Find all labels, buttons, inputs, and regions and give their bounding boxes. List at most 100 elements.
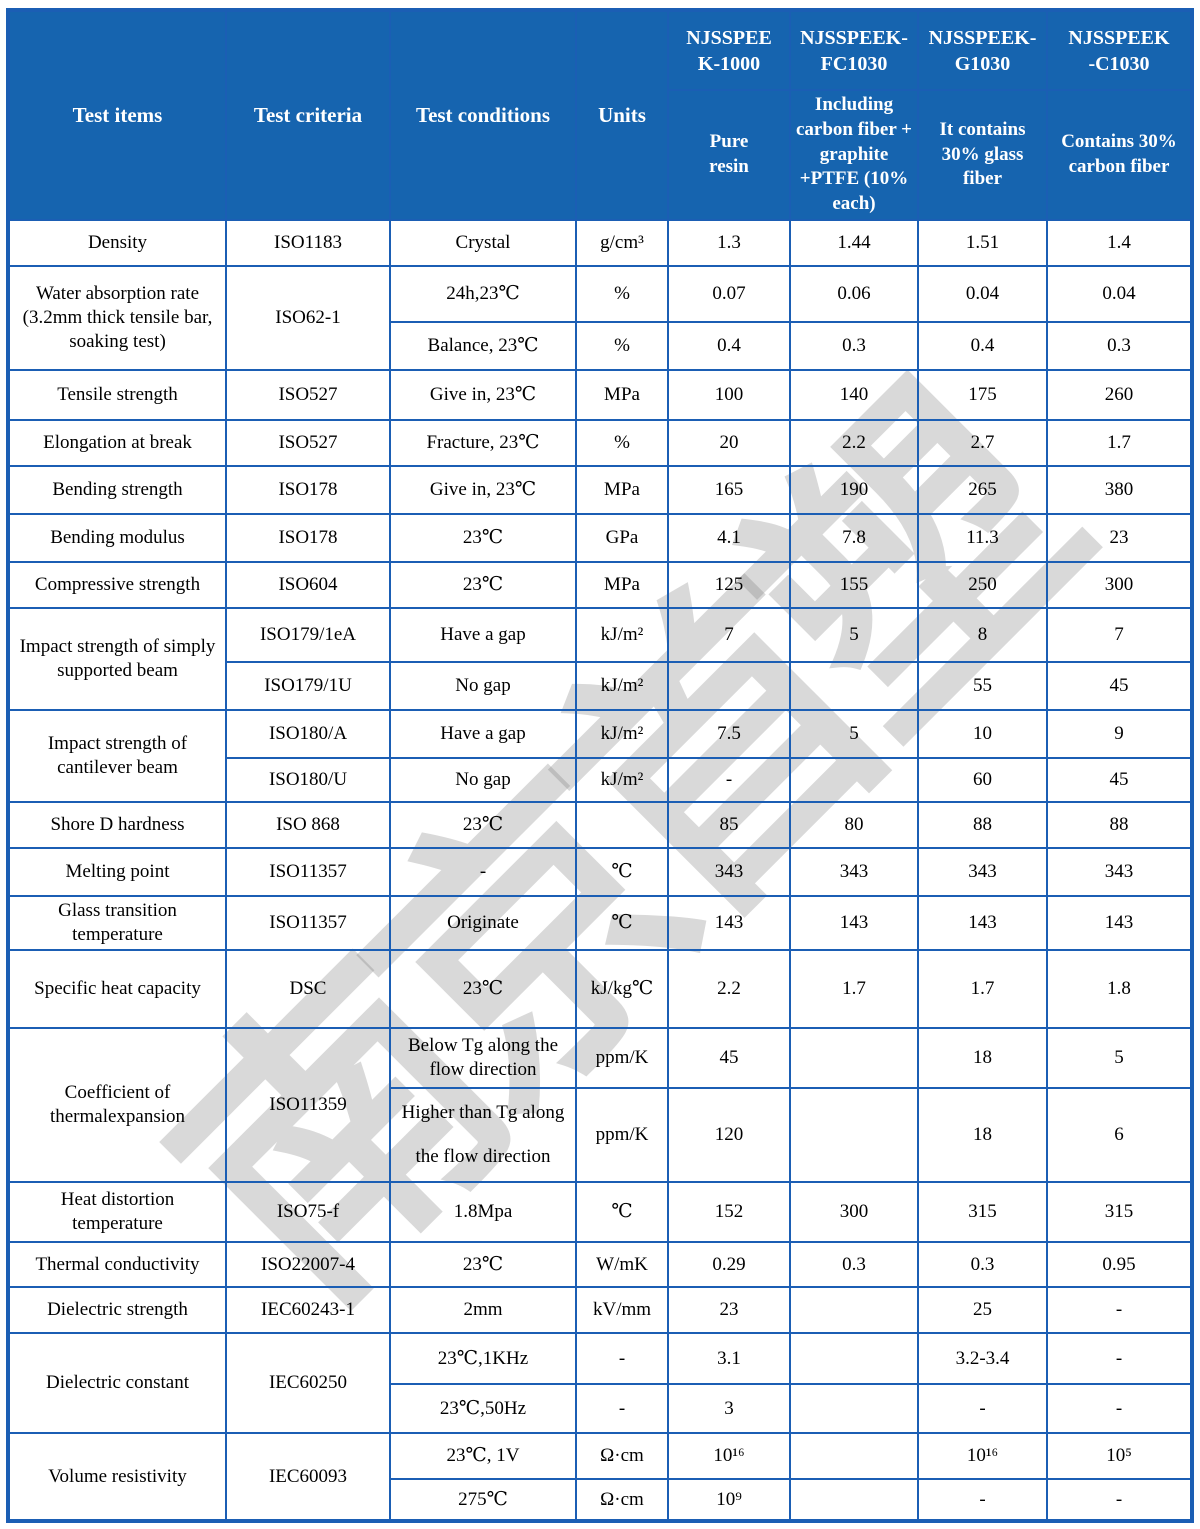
cell-value: 0.4 — [667, 321, 791, 371]
cell-unit: g/cm³ — [575, 219, 669, 267]
cell-value: 343 — [917, 847, 1048, 897]
cell-item: Dielectric constant — [7, 1332, 227, 1434]
cell-value: 125 — [667, 561, 791, 609]
cell-value: 45 — [667, 1027, 791, 1089]
cell-value: 0.3 — [1046, 321, 1193, 371]
cell-value: 140 — [789, 369, 919, 421]
cell-criteria: ISO178 — [225, 465, 391, 515]
cell-unit: kJ/m² — [575, 607, 669, 663]
row-thermal-conductivity: Thermal conductivity ISO22007-4 23℃ W/mK… — [7, 1241, 1193, 1288]
cell-condition: Give in, 23℃ — [389, 465, 577, 515]
product-name-g1030: NJSSPEEK- G1030 — [917, 9, 1048, 91]
cell-item: Impact strength of cantilever beam — [7, 709, 227, 803]
cell-value: 2.2 — [667, 949, 791, 1029]
row-water-absorption-balance: Balance, 23℃ % 0.4 0.3 0.4 0.3 — [8, 321, 1193, 371]
cell-criteria: ISO527 — [225, 419, 391, 467]
cell-criteria: IEC60250 — [225, 1332, 391, 1434]
cell-value — [789, 1432, 919, 1480]
cell-item: Bending strength — [7, 465, 227, 515]
cell-criteria: ISO527 — [225, 369, 391, 421]
cell-value: 3 — [667, 1383, 791, 1434]
cell-unit: GPa — [575, 513, 669, 563]
cell-item: Density — [7, 219, 227, 267]
cell-value — [789, 661, 919, 711]
header-row-descriptions: Pure resin Including carbon fiber + grap… — [8, 89, 1193, 221]
row-volume-resistivity-23c: Volume resistivity IEC60093 23℃, 1V Ω·cm… — [7, 1432, 1193, 1522]
cell-value: 0.4 — [917, 321, 1048, 371]
cell-value: 152 — [667, 1181, 791, 1243]
cell-value: 60 — [917, 757, 1048, 803]
cell-unit: - — [575, 1332, 669, 1385]
cell-value: 143 — [917, 895, 1048, 951]
col-header-units: Units — [575, 9, 669, 221]
cell-value: - — [917, 1383, 1048, 1434]
cell-value: 143 — [789, 895, 919, 951]
row-bending-strength: Bending strength ISO178 Give in, 23℃ MPa… — [7, 465, 1193, 515]
cell-value: 260 — [1046, 369, 1193, 421]
row-dielectric-constant-50hz: 23℃,50Hz - 3 - - — [8, 1383, 1193, 1434]
cell-unit: W/mK — [575, 1241, 669, 1288]
cell-value: 1.7 — [1046, 419, 1193, 467]
peek-property-table: Test items Test criteria Test conditions… — [6, 8, 1194, 1523]
cell-item: Volume resistivity — [7, 1432, 227, 1522]
cell-value — [789, 1383, 919, 1434]
cell-value: 10 — [917, 709, 1048, 759]
cell-unit: kJ/m² — [575, 661, 669, 711]
cell-condition: Balance, 23℃ — [389, 321, 577, 371]
cell-condition: 1.8Mpa — [389, 1181, 577, 1243]
row-dielectric-strength: Dielectric strength IEC60243-1 2mm kV/mm… — [7, 1286, 1193, 1334]
cell-value: - — [667, 757, 791, 803]
cell-item: Water absorption rate (3.2mm thick tensi… — [7, 265, 227, 371]
cell-unit: - — [575, 1383, 669, 1434]
cell-condition: 23℃ — [389, 1241, 577, 1288]
cell-unit: kJ/kg℃ — [575, 949, 669, 1029]
cell-value: 0.3 — [917, 1241, 1048, 1288]
cell-criteria: ISO22007-4 — [225, 1241, 391, 1288]
row-cte-above-tg: Higher than Tg along the flow direction … — [8, 1087, 1193, 1183]
cell-value: 10¹⁶ — [667, 1432, 791, 1480]
cell-unit: ppm/K — [575, 1027, 669, 1089]
cell-condition: Fracture, 23℃ — [389, 419, 577, 467]
cell-value: 315 — [917, 1181, 1048, 1243]
cell-value: 8 — [917, 607, 1048, 663]
cell-criteria: ISO180/A — [225, 709, 391, 759]
cell-value: 343 — [667, 847, 791, 897]
cell-criteria: ISO179/1U — [225, 661, 391, 711]
cell-unit: MPa — [575, 369, 669, 421]
cell-value: 88 — [917, 801, 1048, 849]
cell-unit: kJ/m² — [575, 709, 669, 759]
cell-criteria: ISO604 — [225, 561, 391, 609]
cell-value: 10⁹ — [667, 1478, 791, 1522]
cell-value: 315 — [1046, 1181, 1193, 1243]
cell-item: Thermal conductivity — [7, 1241, 227, 1288]
cell-item: Coefficient of thermalexpansion — [7, 1027, 227, 1183]
cell-value: 265 — [917, 465, 1048, 515]
cell-unit: ppm/K — [575, 1087, 669, 1183]
product-desc-c1030: Contains 30% carbon fiber — [1046, 89, 1193, 221]
cell-item: Heat distortion temperature — [7, 1181, 227, 1243]
cell-value: 9 — [1046, 709, 1193, 759]
col-header-test-criteria: Test criteria — [225, 9, 391, 221]
cell-condition: Originate — [389, 895, 577, 951]
col-header-test-conditions: Test conditions — [389, 9, 577, 221]
row-hdt: Heat distortion temperature ISO75-f 1.8M… — [7, 1181, 1193, 1243]
cell-value: 1.44 — [789, 219, 919, 267]
cell-value: 5 — [1046, 1027, 1193, 1089]
cell-condition: Have a gap — [389, 607, 577, 663]
cell-value: 380 — [1046, 465, 1193, 515]
cell-value: 100 — [667, 369, 791, 421]
cell-value — [789, 1478, 919, 1522]
cell-value: 45 — [1046, 661, 1193, 711]
row-dielectric-constant-1khz: Dielectric constant IEC60250 23℃,1KHz - … — [7, 1332, 1193, 1434]
cell-unit: % — [575, 419, 669, 467]
cell-condition: 23℃, 1V — [389, 1432, 577, 1480]
cell-item: Glass transition temperature — [7, 895, 227, 951]
cell-condition: - — [389, 847, 577, 897]
product-desc-fc1030: Including carbon fiber + graphite +PTFE … — [789, 89, 919, 221]
cell-value — [789, 1027, 919, 1089]
row-density: Density ISO1183 Crystal g/cm³ 1.3 1.44 1… — [7, 219, 1193, 267]
cell-criteria: ISO179/1eA — [225, 607, 391, 663]
cell-unit: Ω·cm — [575, 1432, 669, 1480]
cell-criteria: ISO1183 — [225, 219, 391, 267]
cell-value: 143 — [1046, 895, 1193, 951]
